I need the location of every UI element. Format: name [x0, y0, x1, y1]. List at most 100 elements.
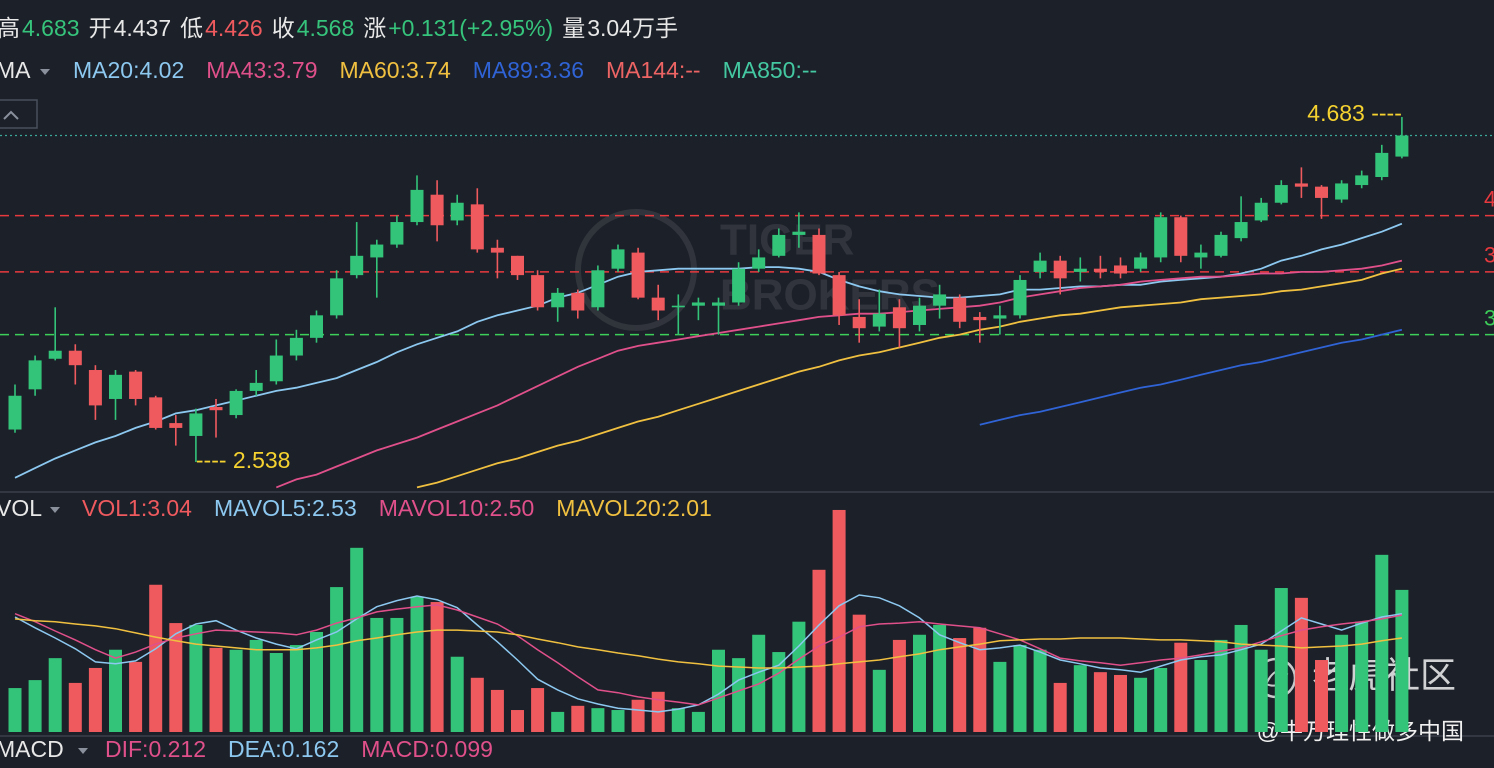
candle-body	[209, 407, 223, 411]
mavol-line	[14, 594, 1403, 713]
volume-bar	[1033, 649, 1047, 732]
legend-entry: MA43:3.79	[206, 57, 317, 83]
candle-body	[1174, 217, 1188, 256]
volume-bar	[109, 649, 122, 732]
volume-bar	[892, 639, 906, 732]
volume-bar	[169, 623, 183, 732]
dropdown-arrow[interactable]	[78, 748, 88, 754]
legend-entry: MA850:--	[723, 57, 818, 83]
candle-body	[370, 244, 384, 258]
candle-body	[973, 316, 987, 321]
indicator-selector[interactable]: MACD	[0, 736, 64, 762]
mavol-line	[14, 618, 1403, 669]
volume-bar	[812, 569, 826, 732]
volume-bar	[792, 621, 806, 732]
candle-body	[993, 315, 1007, 319]
indicator-selector[interactable]: MA	[0, 57, 31, 83]
legend: DIF:0.212 DEA:0.162 MACD:0.099	[105, 736, 493, 762]
candle-body	[1254, 202, 1268, 221]
high-annotation: 4.683 ----	[1307, 100, 1402, 126]
candle-body	[390, 222, 404, 245]
volume-bar	[531, 688, 545, 732]
volume-bar	[310, 631, 323, 732]
candle-body	[732, 268, 746, 303]
candle-body	[1073, 268, 1087, 272]
mavol-line	[14, 604, 1403, 706]
volume-bar	[551, 711, 565, 732]
quote-value: 4.437	[114, 15, 172, 41]
volume-bar	[591, 708, 605, 732]
quote-label: 量	[562, 15, 585, 41]
legend: VOL1:3.04 MAVOL5:2.53 MAVOL10:2.50 MAVOL20:…	[82, 495, 712, 521]
volume-bar	[330, 587, 344, 732]
legend-entry: DEA:0.162	[228, 736, 339, 762]
volume-bar	[571, 705, 585, 732]
candle-body	[68, 350, 82, 366]
legend-entry: VOL1:3.04	[82, 495, 192, 521]
indicator-selector[interactable]: VOL	[0, 495, 42, 521]
volume-bar	[1154, 667, 1168, 732]
ma-line	[14, 222, 1403, 479]
ma-line	[979, 328, 1403, 426]
candle-body	[1114, 265, 1127, 274]
candle-body	[470, 204, 484, 250]
dropdown-arrow[interactable]	[50, 507, 60, 513]
candle-body	[611, 249, 625, 269]
collapse-icon	[3, 110, 19, 120]
volume-bar	[1274, 588, 1288, 732]
candle-body	[591, 270, 605, 308]
candle-body	[953, 297, 967, 322]
volume-bar	[350, 547, 364, 732]
candle-body	[48, 350, 62, 359]
candle-body	[772, 234, 786, 256]
candle-body	[229, 390, 243, 416]
legend-entry: MA60:3.74	[340, 57, 451, 83]
volume-bar	[1355, 621, 1369, 732]
volume-bar	[953, 638, 967, 732]
volume-bar	[129, 661, 143, 732]
candle-body	[109, 374, 122, 399]
volume-bar	[993, 661, 1007, 732]
collapse-button[interactable]	[0, 99, 38, 129]
volume-bar	[832, 509, 846, 732]
volume-bar	[390, 617, 404, 732]
candle-body	[189, 413, 203, 436]
volume-bar	[48, 658, 62, 732]
candle-body	[752, 257, 766, 269]
volume-bar	[611, 710, 625, 732]
volume-bar	[1053, 682, 1067, 732]
volume-bar	[370, 617, 384, 732]
candle-body	[1214, 234, 1228, 256]
brand-logo	[575, 209, 697, 331]
candle-body	[330, 278, 344, 316]
legend-entry: MA89:3.36	[473, 57, 584, 83]
candle-body	[1013, 279, 1027, 316]
candle-body	[852, 316, 866, 329]
volume-bar	[1093, 672, 1107, 732]
volume-bar	[249, 639, 263, 732]
volume-bar	[269, 653, 283, 732]
candle-body	[531, 275, 545, 308]
candle-body	[310, 315, 323, 338]
quote-label: 开	[89, 15, 112, 41]
volume-bar	[1214, 639, 1228, 732]
volume-bar	[691, 711, 705, 732]
candle-body	[430, 194, 444, 226]
candle-body	[249, 382, 263, 391]
candle-body	[28, 360, 42, 390]
candle-body	[832, 275, 846, 316]
candle-body	[671, 305, 685, 308]
volume-bar	[913, 634, 926, 732]
volume-bar	[470, 677, 484, 732]
dropdown-arrow[interactable]	[40, 69, 50, 75]
volume-bar	[289, 645, 303, 732]
candle-body	[410, 189, 424, 223]
volume-bar	[189, 624, 203, 732]
quote-value: 4.568	[297, 15, 355, 41]
quote-value: 4.426	[205, 15, 263, 41]
candle-body	[872, 313, 886, 327]
candle-body	[1355, 175, 1369, 186]
candle-body	[129, 371, 143, 399]
